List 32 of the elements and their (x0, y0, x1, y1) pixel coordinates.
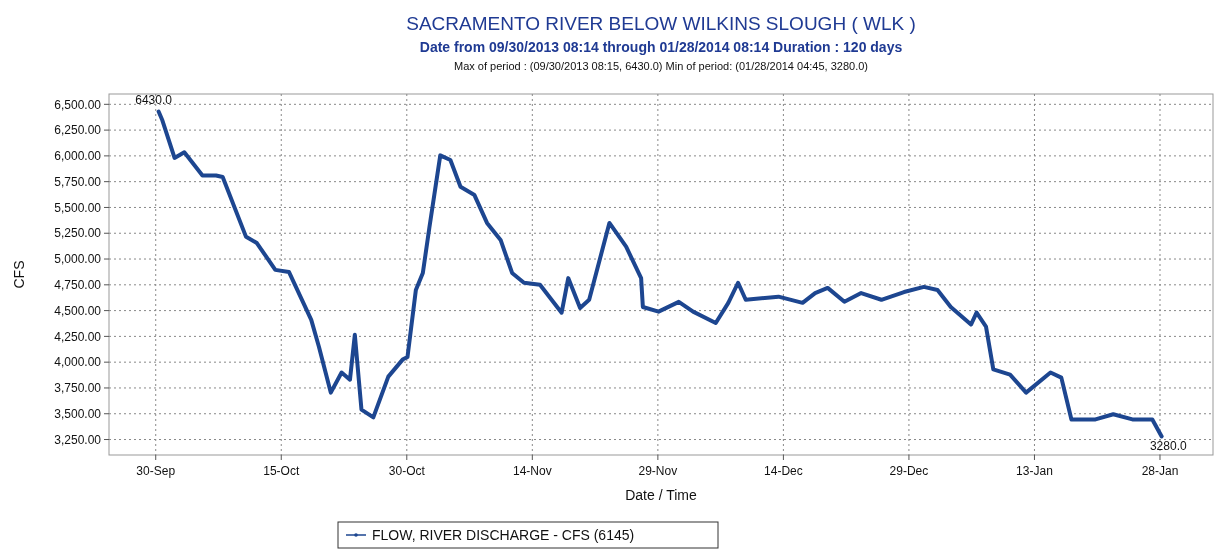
y-tick-label: 5,250.00 (54, 226, 102, 241)
text: Max of period : (09/30/2013 08:15, 6430.0) Min of period: (01/28/2014 04:45, 3280.0) (453, 60, 869, 72)
x-tick-label: 14-Nov (512, 464, 552, 478)
y-axis-title: CFS (11, 260, 27, 289)
x-axis-title: Date / Time (625, 487, 697, 503)
y-tick-label: 5,750.00 (54, 174, 102, 189)
y-tick-label: 5,000.00 (54, 252, 102, 267)
y-tick-label: 3,250.00 (54, 432, 102, 447)
x-tick-label: 30-Oct (388, 464, 426, 478)
chart-subtitle: Date from 09/30/2013 08:14 through 01/28/2014 08:14 Duration : 120 days (419, 39, 903, 55)
y-tick-label: 4,250.00 (54, 329, 102, 344)
y-tick-label: 4,750.00 (54, 278, 102, 293)
x-tick-label: 13-Jan (1016, 464, 1053, 478)
legend-label: FLOW, RIVER DISCHARGE - CFS (6145) (372, 526, 635, 543)
annotation: 3280.0 (1149, 439, 1187, 454)
y-tick-label: 5,500.00 (54, 200, 102, 215)
x-tick-label: 28-Jan (1141, 464, 1179, 478)
x-tick-label: 29-Dec (889, 464, 929, 478)
x-tick-label: 14-Dec (764, 464, 803, 478)
y-tick-label: 6,250.00 (54, 123, 102, 138)
y-tick-label: 3,500.00 (54, 406, 102, 421)
line-series (156, 109, 1164, 439)
y-tick-label: 4,500.00 (54, 303, 102, 318)
y-tick-label: 4,000.00 (54, 355, 102, 370)
y-tick-label: 3,750.00 (54, 381, 102, 396)
chart-title: SACRAMENTO RIVER BELOW WILKINS SLOUGH ( WLK ) (406, 13, 916, 34)
x-tick-label: 15-Oct (263, 464, 300, 478)
y-tick-label: 6,000.00 (54, 149, 102, 164)
annotation: 6430.0 (135, 92, 173, 107)
y-tick-label: 6,500.00 (54, 97, 102, 112)
x-tick-label: 30-Sep (136, 464, 176, 478)
x-tick-label: 29-Nov (638, 464, 678, 478)
